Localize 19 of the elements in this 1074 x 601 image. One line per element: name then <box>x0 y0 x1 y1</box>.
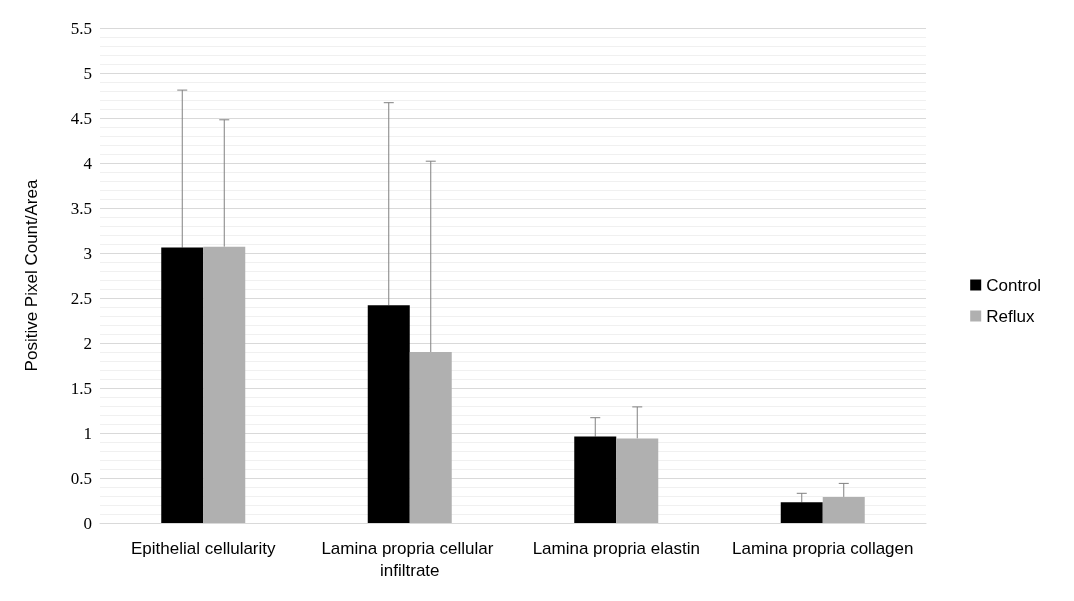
y-tick-label: 5 <box>83 63 92 83</box>
y-tick-label: 4 <box>83 153 93 173</box>
legend-label: Reflux <box>986 306 1035 326</box>
y-tick-label: 1 <box>83 423 92 443</box>
y-tick-label: 1.5 <box>70 378 92 398</box>
y-tick-label: 4.5 <box>70 108 92 128</box>
y-tick-label: 0 <box>83 513 92 533</box>
y-tick-label: 3.5 <box>70 198 92 218</box>
y-axis-title: Positive Pixel Count/Area <box>22 179 41 372</box>
y-tick-label: 2.5 <box>70 288 92 308</box>
x-tick-label: Lamina propria collagen <box>732 538 914 558</box>
x-tick-label: Lamina propria cellular infiltrate <box>321 538 499 580</box>
x-tick-label: Epithelial cellularity <box>130 538 277 558</box>
legend-label: Control <box>986 275 1042 295</box>
y-tick-label: 2 <box>83 333 92 353</box>
x-tick-label: Lamina propria elastin <box>532 538 700 558</box>
y-tick-label: 3 <box>83 243 92 263</box>
y-tick-label: 0.5 <box>70 468 92 488</box>
y-tick-label: 5.5 <box>70 18 92 38</box>
